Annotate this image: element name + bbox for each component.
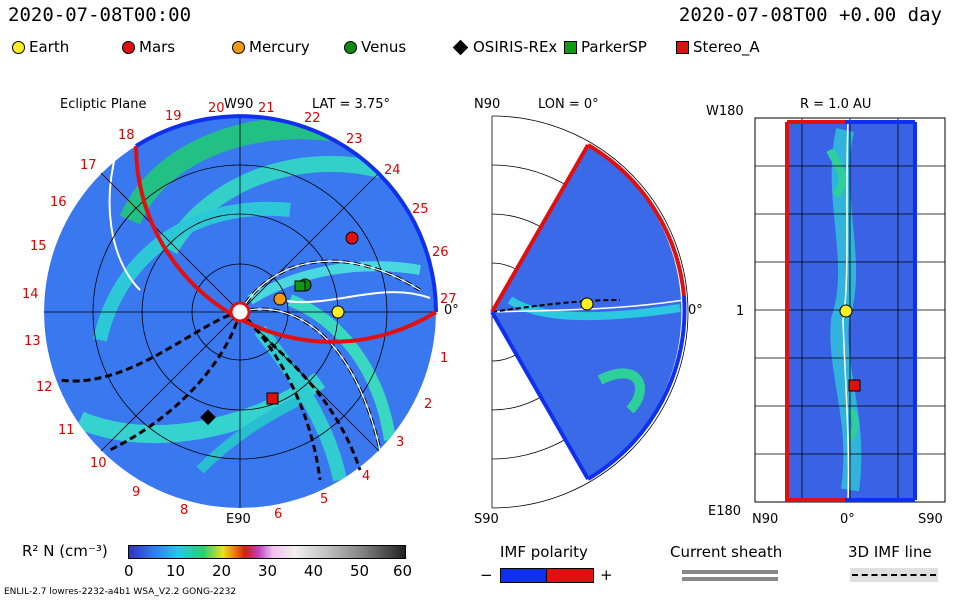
svg-text:2: 2 (424, 397, 432, 412)
imf-line-title: 3D IMF line (848, 543, 932, 561)
sheath-line-1 (682, 570, 778, 574)
imf-title: IMF polarity (500, 543, 588, 561)
imf-positive-swatch (546, 568, 594, 583)
start-time: 2020-07-08T00:00 (8, 4, 192, 26)
legend-parker: ParkerSP (564, 38, 647, 56)
svg-text:6: 6 (274, 507, 282, 522)
radial-x-n90: N90 (752, 512, 779, 527)
ecliptic-top-label: W90 (224, 97, 254, 112)
svg-text:3: 3 (396, 435, 404, 450)
run-time: 2020-07-08T00 +0.00 day (678, 4, 942, 26)
mars-marker-icon (122, 40, 135, 54)
svg-text:12: 12 (36, 380, 53, 395)
cb-tick-60: 60 (393, 562, 413, 580)
radial-top-left-label: W180 (706, 104, 744, 119)
imf-line-swatch (850, 568, 938, 582)
mercury-marker (273, 292, 287, 306)
svg-text:21: 21 (258, 101, 275, 116)
stereo-marker-radial (848, 379, 861, 392)
meridional-bottom-label: S90 (474, 512, 499, 527)
carrington-ticks: 19 20 21 22 23 24 25 26 27 1 2 3 4 5 6 8… (22, 101, 457, 522)
imf-minus: − (480, 566, 493, 584)
stereo-marker-icon (676, 40, 689, 54)
cb-tick-20: 20 (212, 562, 232, 580)
svg-text:5: 5 (320, 492, 328, 507)
svg-text:13: 13 (24, 334, 41, 349)
svg-text:8: 8 (180, 503, 188, 518)
legend-stereo: Stereo_A (676, 38, 760, 56)
venus-marker-icon (344, 40, 357, 54)
earth-marker-radial (839, 304, 853, 318)
radial-title: R = 1.0 AU (800, 97, 872, 112)
legend-mars: Mars (122, 38, 175, 56)
svg-text:17: 17 (80, 158, 97, 173)
meridional-right-label: 0° (688, 303, 703, 318)
meridional-top-label: N90 (474, 97, 501, 112)
cb-tick-40: 40 (304, 562, 324, 580)
cb-tick-10: 10 (166, 562, 186, 580)
svg-text:10: 10 (90, 456, 107, 471)
mars-marker (345, 231, 359, 245)
legend-mercury: Mercury (232, 38, 310, 56)
svg-text:23: 23 (346, 132, 363, 147)
ecliptic-right-label: 0° (444, 303, 459, 318)
imf-line-dash (852, 574, 936, 576)
cb-tick-0: 0 (124, 562, 134, 580)
radial-bottom-left-label: E180 (708, 504, 742, 519)
earth-marker-meridional (580, 297, 594, 311)
svg-text:24: 24 (384, 163, 401, 178)
cb-tick-30: 30 (258, 562, 278, 580)
svg-text:16: 16 (50, 195, 67, 210)
svg-text:19: 19 (165, 109, 182, 124)
svg-text:11: 11 (58, 423, 75, 438)
ecliptic-lat: LAT = 3.75° (312, 97, 390, 112)
svg-text:25: 25 (412, 202, 429, 217)
svg-text:4: 4 (362, 469, 370, 484)
radial-x-s90: S90 (918, 512, 943, 527)
ecliptic-bottom-label: E90 (226, 512, 251, 527)
ecliptic-title: Ecliptic Plane (60, 97, 147, 112)
earth-marker-icon (12, 40, 25, 54)
svg-text:15: 15 (30, 239, 47, 254)
earth-marker (331, 305, 345, 319)
imf-plus: + (600, 566, 613, 584)
svg-text:26: 26 (432, 245, 449, 260)
svg-text:27: 27 (440, 292, 457, 307)
radial-x-0: 0° (840, 512, 855, 527)
legend-osiris: OSIRIS-REx (452, 38, 557, 56)
mercury-marker-icon (232, 40, 245, 54)
stereo-marker (266, 392, 279, 405)
svg-text:1: 1 (440, 351, 448, 366)
cb-tick-50: 50 (350, 562, 370, 580)
sheath-line-2 (682, 577, 778, 581)
parker-marker-icon (564, 40, 577, 54)
legend-earth: Earth (12, 38, 69, 56)
colorbar-label: R² N (cm⁻³) (22, 542, 108, 560)
parker-marker (294, 280, 306, 292)
svg-text:20: 20 (208, 101, 225, 116)
osiris-marker (200, 409, 216, 426)
svg-text:22: 22 (304, 111, 321, 126)
colorbar (128, 545, 406, 559)
radial-mid-left-label: 1 (736, 304, 745, 319)
legend-venus: Venus (344, 38, 406, 56)
model-footer: ENLIL-2.7 lowres-2232-a4b1 WSA_V2.2 GONG… (4, 587, 237, 597)
svg-text:9: 9 (132, 485, 140, 500)
meridional-lon: LON = 0° (538, 97, 599, 112)
imf-negative-swatch (500, 568, 547, 583)
svg-text:14: 14 (22, 287, 39, 302)
sheath-title: Current sheath (670, 543, 783, 561)
svg-text:18: 18 (118, 128, 135, 143)
